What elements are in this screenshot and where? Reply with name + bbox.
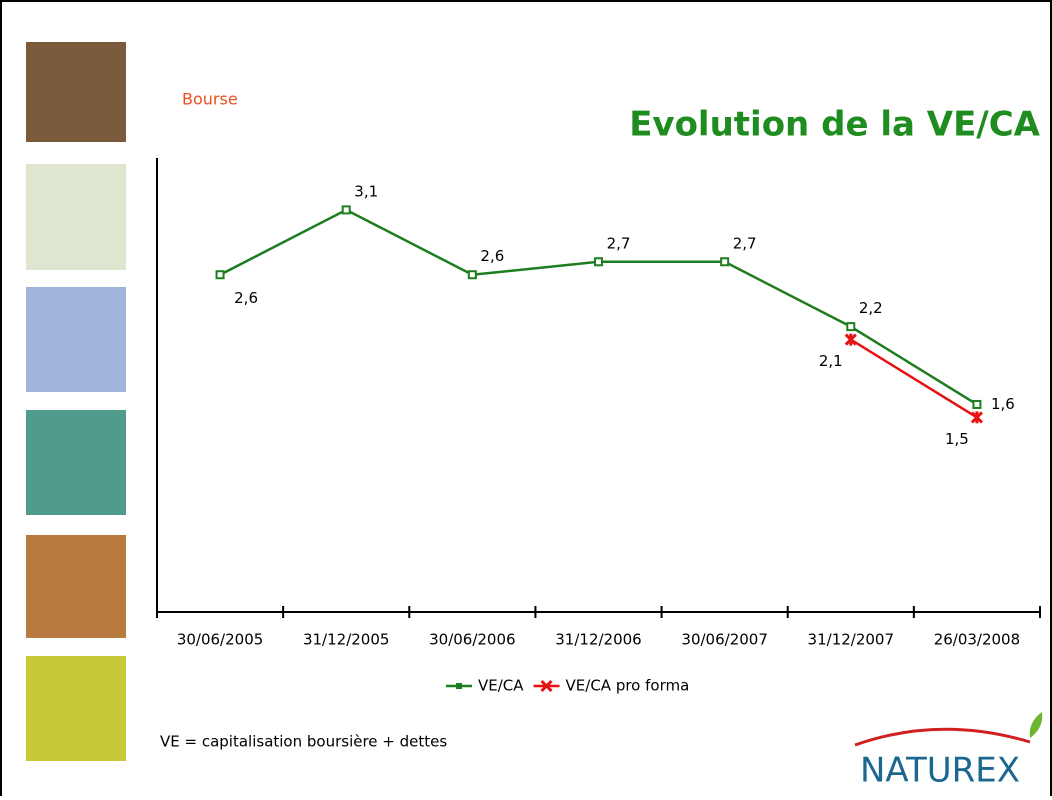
point-marker — [720, 257, 730, 267]
photo-lab — [26, 410, 126, 515]
data-label: 2,6 — [234, 289, 258, 307]
logo-swoosh — [854, 727, 1031, 747]
x-tick-label: 31/12/2007 — [808, 631, 894, 649]
x-tick-label: 26/03/2008 — [934, 631, 1020, 649]
photo-spices — [26, 535, 126, 638]
data-label: 2,1 — [819, 352, 843, 370]
legend-marker — [540, 679, 553, 693]
legend-label: VE/CA — [478, 677, 524, 695]
x-tick-label: 30/06/2006 — [429, 631, 515, 649]
photo-plant — [26, 164, 126, 270]
point-marker — [970, 411, 983, 424]
x-tick-label: 30/06/2005 — [177, 631, 263, 649]
data-label: 1,6 — [991, 395, 1015, 413]
data-label: 2,6 — [480, 247, 504, 265]
logo: NATUREX — [860, 751, 1020, 791]
point-marker — [972, 399, 982, 409]
point-marker — [846, 322, 856, 332]
x-tick-label: 31/12/2005 — [303, 631, 389, 649]
legend-marker — [456, 683, 462, 689]
footnote: VE = capitalisation boursière + dettes — [160, 733, 447, 751]
section-label: Bourse — [182, 90, 238, 109]
photo-drinks — [26, 656, 126, 761]
data-label: 3,1 — [354, 182, 378, 200]
point-marker — [467, 270, 477, 280]
data-label: 2,7 — [733, 234, 757, 252]
data-label: 2,2 — [859, 299, 883, 317]
legend-label: VE/CA pro forma — [566, 677, 690, 695]
photo-strip — [26, 42, 126, 761]
series-line — [850, 338, 978, 419]
point-marker — [594, 257, 603, 267]
photo-vial — [26, 287, 126, 392]
photo-peppercorns — [26, 42, 126, 142]
logo-leaf — [1029, 712, 1043, 738]
x-tick-label: 30/06/2007 — [681, 631, 767, 649]
x-tick-label: 31/12/2006 — [555, 631, 641, 649]
point-marker — [215, 270, 225, 280]
data-label: 2,7 — [607, 234, 631, 252]
point-marker — [844, 333, 857, 346]
data-label: 1,5 — [945, 430, 969, 448]
point-marker — [341, 205, 351, 215]
chart-title: Evolution de la VE/CA — [629, 105, 1040, 145]
